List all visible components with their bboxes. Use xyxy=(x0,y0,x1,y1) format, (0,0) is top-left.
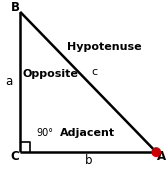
Text: A: A xyxy=(157,150,166,163)
Text: Opposite: Opposite xyxy=(23,69,78,79)
Text: b: b xyxy=(85,154,92,167)
Text: c: c xyxy=(92,67,98,77)
Text: Adjacent: Adjacent xyxy=(60,128,115,138)
Text: a: a xyxy=(6,76,13,88)
Text: B: B xyxy=(11,1,20,14)
Circle shape xyxy=(152,148,160,156)
Text: C: C xyxy=(11,150,19,163)
Text: Hypotenuse: Hypotenuse xyxy=(67,42,141,52)
Text: 90°: 90° xyxy=(36,128,53,138)
